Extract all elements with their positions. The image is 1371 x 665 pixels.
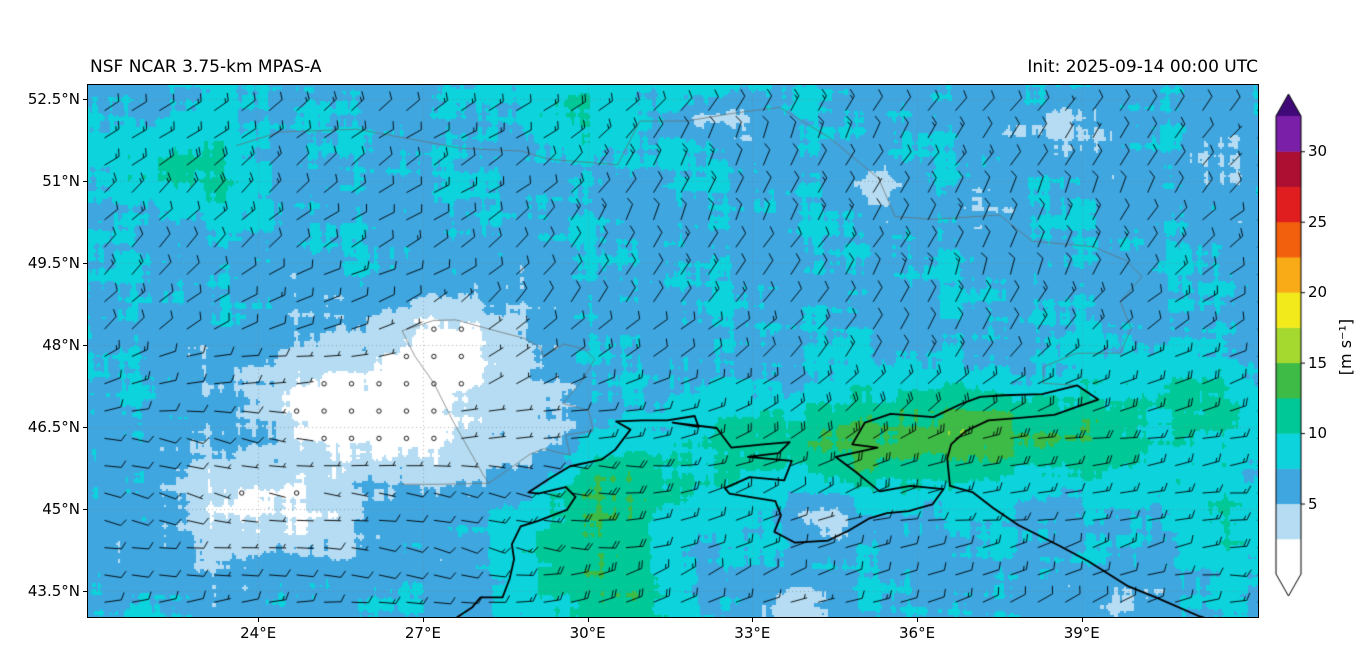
x-tick-mark bbox=[752, 618, 754, 622]
colorbar-canvas bbox=[1272, 86, 1322, 616]
x-tick-mark bbox=[917, 618, 919, 622]
colorbar-tick-label: 5 bbox=[1308, 494, 1318, 513]
x-tick-mark bbox=[1081, 618, 1083, 622]
colorbar-tick-label: 20 bbox=[1308, 283, 1328, 302]
y-tick-label: 51°N bbox=[42, 172, 80, 191]
x-tick-label: 39°E bbox=[1063, 624, 1100, 642]
y-tick-label: 48°N bbox=[42, 335, 80, 354]
x-tick-mark bbox=[587, 618, 589, 622]
wind-map-canvas bbox=[88, 85, 1258, 617]
x-tick-label: 33°E bbox=[734, 624, 771, 642]
colorbar-tick-label: 25 bbox=[1308, 212, 1328, 231]
y-tick-mark bbox=[83, 99, 87, 101]
colorbar-tick-label: 10 bbox=[1308, 424, 1328, 443]
map-plot-frame bbox=[87, 84, 1259, 618]
y-tick-label: 46.5°N bbox=[27, 417, 80, 436]
y-tick-label: 52.5°N bbox=[27, 90, 80, 109]
colorbar-axis-label: [m s⁻¹] bbox=[1335, 318, 1355, 376]
y-tick-mark bbox=[83, 590, 87, 592]
y-tick-label: 49.5°N bbox=[27, 254, 80, 273]
plot-title-line1: NSF NCAR 3.75-km MPAS-A bbox=[90, 57, 322, 77]
colorbar-tick-label: 15 bbox=[1308, 353, 1328, 372]
colorbar: 5 10 15 20 25 30 bbox=[1272, 86, 1371, 626]
y-tick-mark bbox=[83, 344, 87, 346]
colorbar-tick-label: 30 bbox=[1308, 142, 1328, 161]
x-tick-label: 30°E bbox=[569, 624, 606, 642]
x-tick-label: 24°E bbox=[240, 624, 277, 642]
x-tick-label: 27°E bbox=[404, 624, 441, 642]
y-tick-mark bbox=[83, 263, 87, 265]
x-tick-mark bbox=[258, 618, 260, 622]
y-tick-mark bbox=[83, 426, 87, 428]
x-tick-label: 36°E bbox=[899, 624, 936, 642]
y-tick-mark bbox=[83, 508, 87, 510]
x-tick-mark bbox=[422, 618, 424, 622]
y-tick-mark bbox=[83, 181, 87, 183]
init-time-label: Init: 2025-09-14 00:00 UTC bbox=[1027, 57, 1258, 77]
y-tick-label: 45°N bbox=[42, 499, 80, 518]
y-tick-label: 43.5°N bbox=[27, 581, 80, 600]
